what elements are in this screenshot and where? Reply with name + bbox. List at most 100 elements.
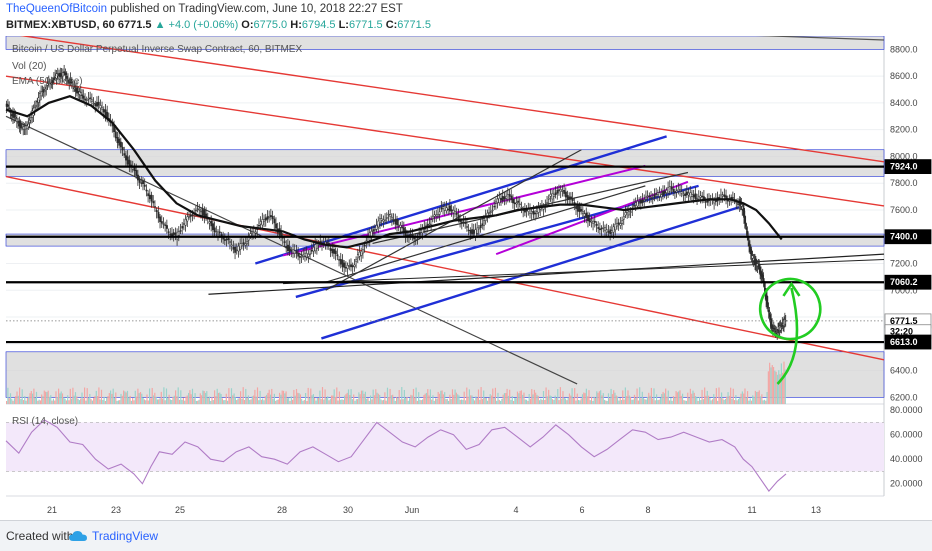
candle-body	[72, 83, 75, 87]
candle-body	[285, 246, 288, 249]
author-link[interactable]: TheQueenOfBitcoin	[6, 3, 108, 15]
volume-bar	[449, 394, 451, 404]
volume-bar	[98, 387, 100, 404]
candle-body	[79, 92, 82, 96]
candle-body	[218, 231, 221, 234]
volume-bar	[637, 400, 639, 404]
candle-body	[517, 200, 520, 203]
volume-bar	[774, 370, 776, 404]
volume-bar	[310, 388, 312, 404]
volume-bar	[181, 399, 183, 404]
candle-body	[384, 219, 387, 222]
candle-body	[125, 155, 127, 161]
candle-body	[505, 195, 508, 199]
volume-bar	[529, 398, 532, 404]
volume-bar	[706, 390, 708, 404]
volume-bar	[54, 400, 56, 404]
volume-bar	[515, 398, 517, 404]
price-axis[interactable]: 8800.0 8600.0 8400.0 8200.0 8000.0 7800.0 7600…	[890, 44, 923, 488]
volume-bar	[366, 398, 368, 404]
candle-body	[672, 189, 675, 192]
time-axis[interactable]: 21 23 25 28 30 Jun 4 6 8 11 13	[47, 505, 821, 515]
volume-bar	[67, 395, 69, 404]
volume-bar	[628, 395, 630, 404]
candle-body	[691, 194, 694, 197]
volume-bar	[26, 397, 28, 404]
volume-bar	[104, 400, 106, 404]
candle-body	[633, 205, 636, 207]
candle-body	[491, 209, 494, 212]
volume-bar	[395, 397, 398, 404]
volume-bar	[518, 393, 520, 404]
candle-body	[387, 213, 390, 216]
volume-bar	[691, 393, 693, 404]
volume-bar	[20, 398, 22, 404]
volume-bar	[561, 398, 563, 404]
candle-body	[498, 197, 501, 204]
volume-bar	[473, 400, 476, 404]
open-label: O:	[241, 19, 254, 31]
candle-body	[45, 86, 48, 90]
volume-bar	[731, 398, 733, 404]
candle-body	[38, 93, 41, 101]
volume-bar	[208, 396, 210, 404]
volume-bar	[307, 387, 309, 404]
candle-body	[264, 217, 267, 221]
volume-bar	[668, 400, 671, 404]
volume-bar	[345, 394, 347, 404]
volume-bar	[735, 395, 737, 404]
volume-bar	[689, 388, 691, 404]
volume-bar	[665, 388, 667, 404]
volume-bar	[655, 394, 658, 404]
volume-bar	[34, 397, 36, 404]
volume-bar	[509, 389, 511, 404]
volume-bar	[613, 390, 615, 404]
close-label: C:	[385, 19, 398, 31]
volume-bar	[367, 398, 369, 404]
volume-bar	[96, 396, 99, 404]
volume-bar	[317, 397, 320, 404]
candle-body	[155, 210, 158, 212]
volume-bar	[394, 400, 396, 404]
volume-bar	[609, 398, 611, 404]
candle-body	[138, 179, 141, 183]
volume-bar	[63, 397, 65, 404]
volume-bar	[155, 396, 157, 404]
volume-bar	[189, 390, 191, 404]
candle-body	[210, 220, 213, 227]
volume-bar	[767, 371, 769, 404]
ema-curve	[5, 95, 783, 249]
volume-bar	[295, 388, 298, 404]
volume-bar	[671, 400, 673, 404]
candle-body	[641, 199, 644, 203]
price-chart[interactable]: 8800.0 8600.0 8400.0 8200.0 8000.0 7800.0 7600…	[0, 36, 932, 520]
volume-bar	[626, 396, 628, 404]
candle-body	[457, 215, 460, 220]
candle-body	[84, 98, 87, 101]
volume-bar	[226, 400, 229, 404]
tradingview-link[interactable]: TradingView	[92, 529, 159, 543]
candle-body	[237, 246, 240, 252]
candle-body	[638, 201, 641, 204]
volume-bar	[675, 391, 677, 404]
candle-body	[297, 253, 300, 257]
candle-body	[443, 206, 446, 211]
price-tag-box	[884, 229, 932, 245]
volume-bar	[103, 396, 105, 404]
volume-bar	[129, 395, 131, 404]
candle-body	[251, 231, 254, 234]
candle-body	[476, 227, 479, 234]
volume-bar	[512, 400, 515, 404]
volume-bar	[216, 388, 218, 404]
candle-body	[309, 253, 312, 255]
candle-body	[8, 107, 11, 109]
price-tick-label: 6400.0	[890, 366, 918, 376]
candle-body	[667, 187, 670, 194]
created-with-text: Created with	[6, 529, 74, 543]
volume-bar	[252, 395, 255, 404]
volume-bar	[94, 395, 96, 404]
trend-line	[283, 258, 885, 285]
candle-body	[723, 194, 726, 197]
candle-body	[674, 191, 676, 193]
candle-body	[157, 211, 160, 219]
